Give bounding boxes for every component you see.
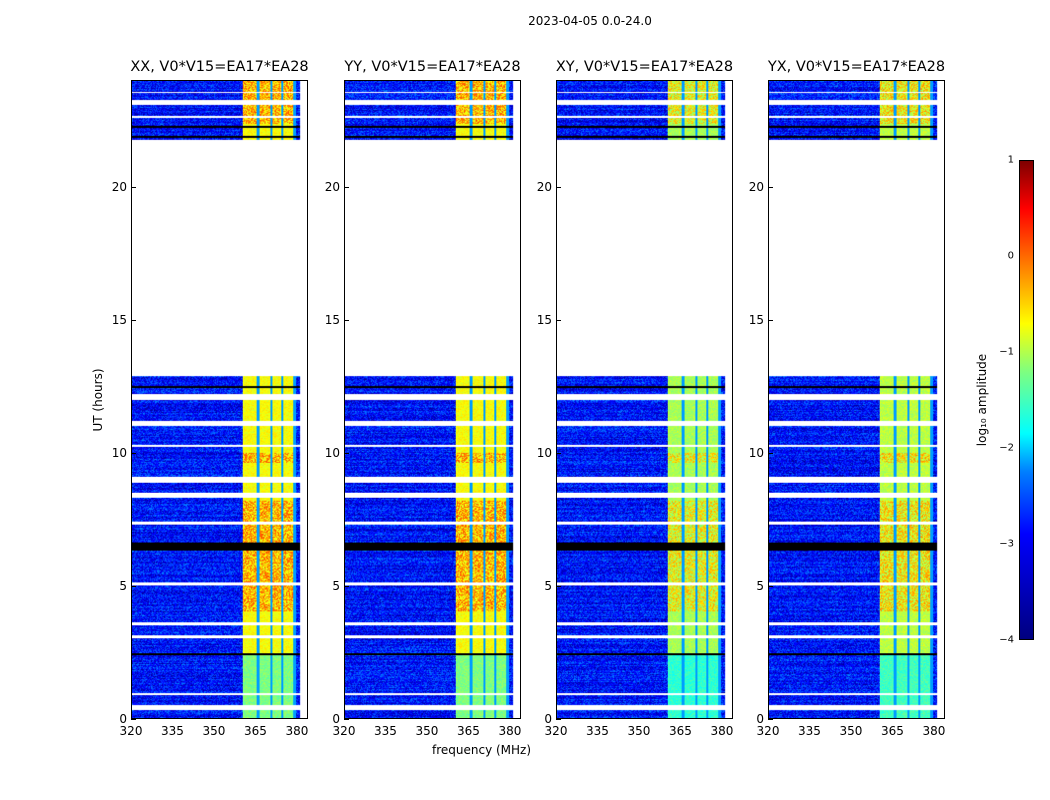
y-tick-label: 0: [756, 712, 764, 726]
colorbar-tick-label: 1: [1007, 154, 1014, 166]
y-tick-mark: [556, 319, 561, 321]
y-axis-label: UT (hours): [91, 368, 105, 432]
y-tick-label: 0: [332, 712, 340, 726]
colorbar-tick-label: −3: [999, 538, 1014, 550]
x-tick-label: 320: [544, 724, 568, 738]
x-tick-label: 320: [119, 724, 143, 738]
y-tick-label: 5: [756, 578, 764, 593]
y-tick-label: 15: [111, 312, 127, 327]
y-tick-mark: [344, 585, 349, 587]
y-tick-label: 10: [111, 445, 127, 460]
y-tick-label: 10: [324, 445, 340, 460]
colorbar-tick-label: 0: [1007, 250, 1014, 262]
x-tick-label: 365: [457, 724, 480, 738]
x-tick-label: 365: [881, 724, 904, 738]
colorbar-tick-label: −2: [999, 442, 1014, 454]
x-tick-label: 350: [202, 724, 226, 738]
heatmap-image: [345, 81, 520, 718]
colorbar-tick-label: −1: [999, 346, 1014, 358]
spectrogram-panel: [556, 80, 733, 719]
x-tick-label: 380: [922, 724, 946, 738]
x-tick-label: 350: [839, 724, 863, 738]
y-tick-mark: [768, 186, 773, 188]
y-tick-label: 20: [536, 179, 552, 194]
x-tick-label: 350: [627, 724, 651, 738]
heatmap-image: [557, 81, 732, 718]
spectrogram-panel: [768, 80, 945, 719]
panel-title: YX, V0*V15=EA17*EA28: [767, 59, 946, 75]
heatmap-image: [769, 81, 944, 718]
x-tick-label: 380: [710, 724, 734, 738]
y-tick-mark: [768, 319, 773, 321]
y-tick-mark: [344, 319, 349, 321]
x-tick-label: 380: [498, 724, 522, 738]
y-tick-mark: [768, 585, 773, 587]
x-axis-label: frequency (MHz): [432, 743, 532, 757]
spectrogram-panel: [344, 80, 521, 719]
colorbar: [1019, 160, 1034, 640]
x-tick-label: 380: [285, 724, 309, 738]
y-tick-label: 15: [536, 312, 552, 327]
y-tick-mark: [344, 719, 349, 720]
x-tick-label: 335: [798, 724, 821, 738]
y-tick-label: 10: [748, 445, 764, 460]
y-tick-label: 20: [324, 179, 340, 194]
x-tick-label: 320: [332, 724, 356, 738]
panel-title: XX, V0*V15=EA17*EA28: [130, 59, 309, 75]
y-tick-mark: [131, 319, 136, 321]
y-tick-mark: [131, 186, 136, 188]
y-tick-label: 0: [544, 712, 552, 726]
y-tick-mark: [768, 452, 773, 454]
y-tick-label: 20: [748, 179, 764, 194]
y-tick-label: 5: [544, 578, 552, 593]
y-tick-mark: [556, 585, 561, 587]
y-tick-label: 15: [324, 312, 340, 327]
y-tick-mark: [131, 585, 136, 587]
y-tick-mark: [131, 452, 136, 454]
x-tick-label: 335: [374, 724, 397, 738]
x-tick-label: 320: [756, 724, 780, 738]
panel-title: XY, V0*V15=EA17*EA28: [555, 59, 734, 75]
x-tick-label: 350: [415, 724, 439, 738]
y-tick-mark: [556, 452, 561, 454]
colorbar-tick-label: −4: [999, 634, 1014, 646]
y-tick-label: 15: [748, 312, 764, 327]
y-tick-label: 5: [119, 578, 127, 593]
panel-title: YY, V0*V15=EA17*EA28: [344, 59, 521, 75]
y-tick-mark: [344, 186, 349, 188]
y-tick-label: 20: [111, 179, 127, 194]
y-tick-mark: [344, 452, 349, 454]
colorbar-label: log₁₀ amplitude: [975, 353, 989, 447]
heatmap-image: [132, 81, 307, 718]
x-tick-label: 365: [669, 724, 692, 738]
x-tick-label: 335: [586, 724, 609, 738]
y-tick-label: 5: [332, 578, 340, 593]
y-tick-mark: [768, 719, 773, 720]
y-tick-mark: [131, 719, 136, 720]
x-tick-label: 365: [244, 724, 267, 738]
spectrogram-panel: [131, 80, 308, 719]
y-tick-mark: [556, 186, 561, 188]
x-tick-label: 335: [161, 724, 184, 738]
chart-title: 2023-04-05 0.0-24.0: [528, 14, 652, 28]
y-tick-mark: [556, 719, 561, 720]
y-tick-label: 10: [536, 445, 552, 460]
y-tick-label: 0: [119, 712, 127, 726]
